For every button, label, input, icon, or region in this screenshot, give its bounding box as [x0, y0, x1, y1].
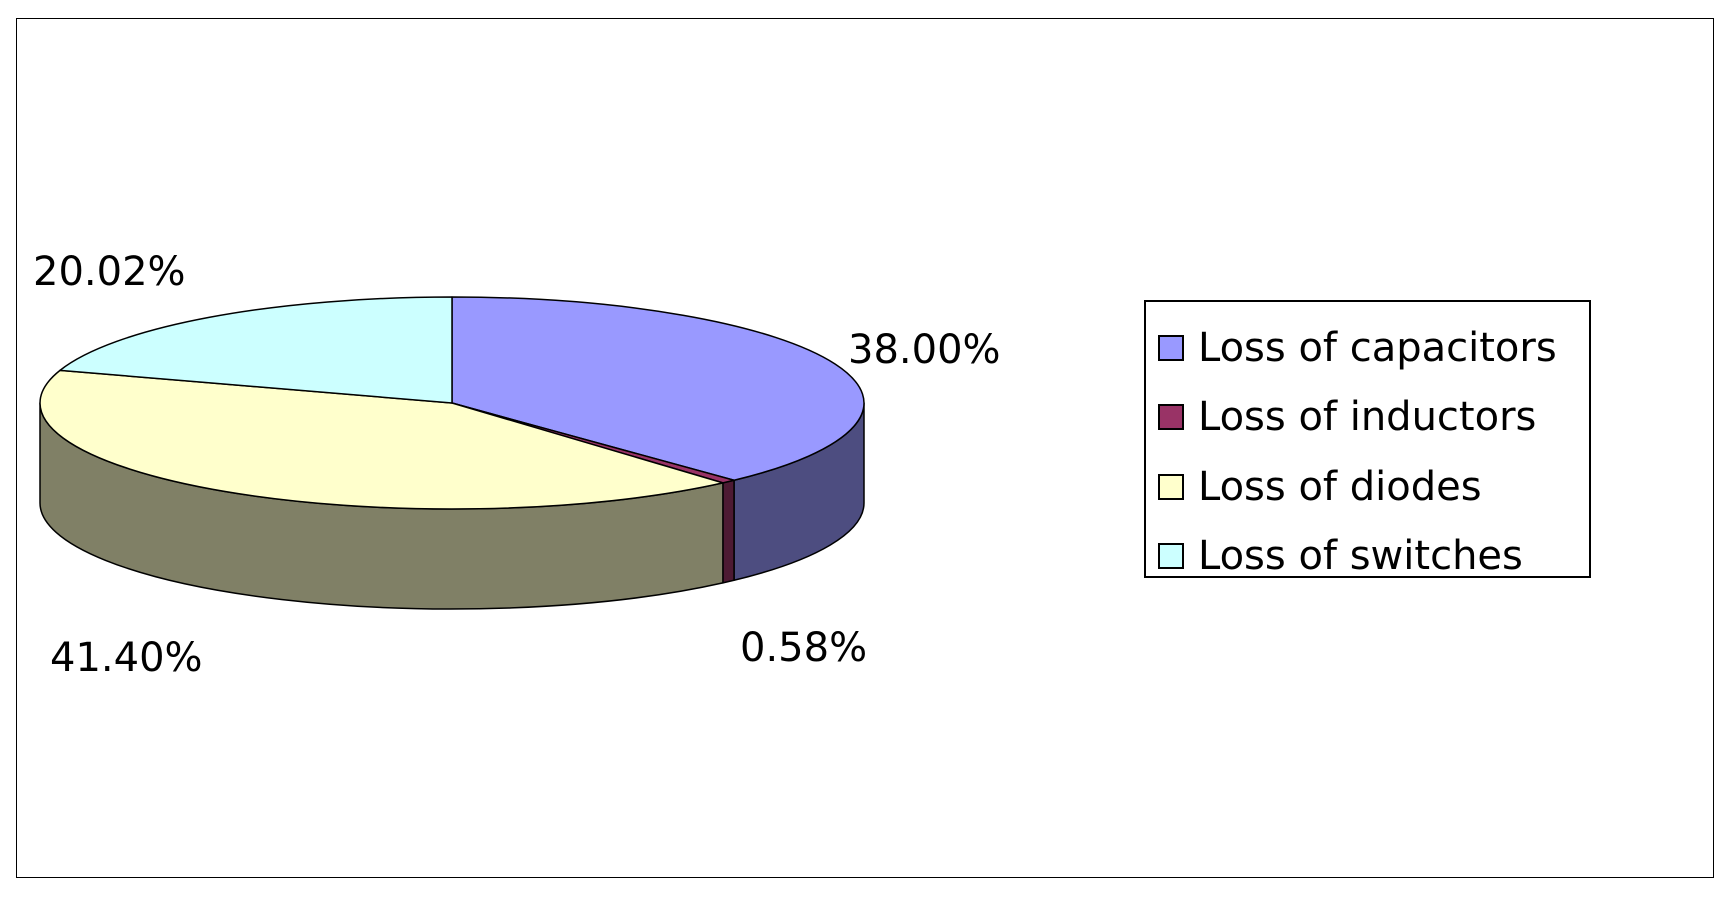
legend-swatch-diodes [1158, 474, 1184, 500]
legend-item-capacitors: Loss of capacitors [1158, 324, 1557, 372]
legend-swatch-inductors [1158, 404, 1184, 430]
pie-slice-diodes [39, 369, 724, 510]
pie-tops [39, 296, 865, 510]
pie-slice-capacitors [451, 296, 865, 482]
data-label-switches: 20.02% [33, 249, 186, 295]
legend-item-inductors: Loss of inductors [1158, 393, 1536, 441]
legend-label-inductors: Loss of inductors [1198, 394, 1537, 440]
legend-swatch-switches [1158, 543, 1184, 569]
legend-label-diodes: Loss of diodes [1198, 464, 1482, 510]
legend-item-diodes: Loss of diodes [1158, 463, 1482, 511]
pie-slice-switches [59, 296, 453, 404]
pie-side-inductors [722, 479, 735, 584]
data-label-inductors: 0.58% [740, 625, 868, 671]
legend: Loss of capacitors Loss of inductors Los… [1144, 300, 1591, 578]
data-label-diodes: 41.40% [50, 635, 203, 681]
legend-label-switches: Loss of switches [1198, 533, 1523, 579]
legend-swatch-capacitors [1158, 335, 1184, 361]
data-label-capacitors: 38.00% [848, 327, 1001, 373]
legend-label-capacitors: Loss of capacitors [1198, 325, 1557, 371]
legend-item-switches: Loss of switches [1158, 532, 1523, 580]
